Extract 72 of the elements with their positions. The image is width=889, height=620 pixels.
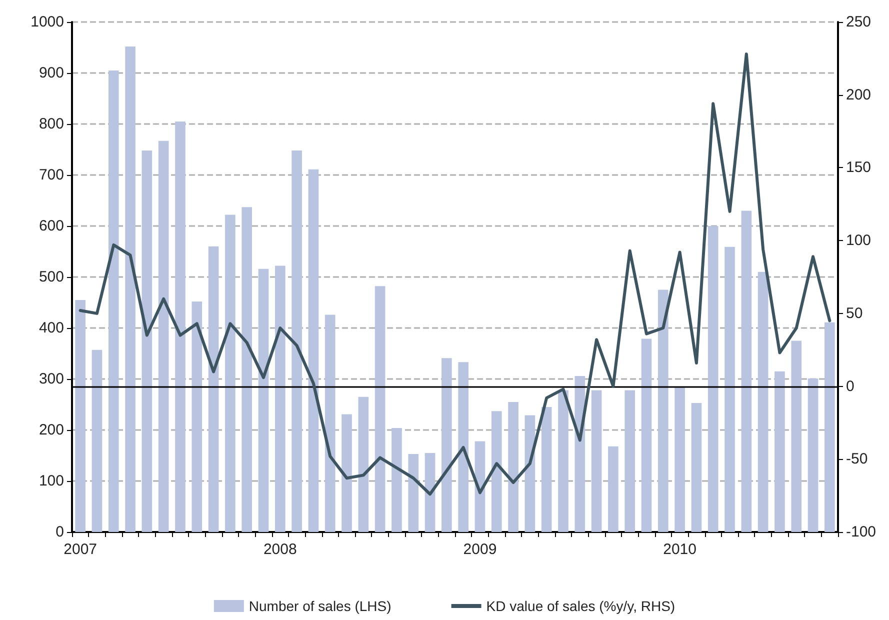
line-series xyxy=(78,52,832,496)
y-tick-label: 200 xyxy=(38,422,64,438)
bar xyxy=(392,428,402,532)
bar xyxy=(374,286,386,532)
bar xyxy=(808,378,818,532)
bar xyxy=(292,150,302,532)
bar xyxy=(708,226,718,532)
y-tick-label: 500 xyxy=(38,268,64,286)
bar xyxy=(324,314,336,532)
bar xyxy=(624,390,636,532)
y2-tick-label: 50 xyxy=(846,304,863,322)
y2-tick-label: 150 xyxy=(846,159,872,176)
bar xyxy=(491,411,502,532)
bar xyxy=(458,362,468,532)
y2-tick-label: 250 xyxy=(846,14,872,30)
bar xyxy=(424,452,436,532)
bar xyxy=(691,402,702,532)
y-tick-label: 0 xyxy=(56,524,64,540)
bar xyxy=(474,441,486,532)
legend-label: KD value of sales (%y/y, RHS) xyxy=(486,598,676,614)
bar xyxy=(342,414,352,532)
x-tick-label: 2008 xyxy=(263,541,297,558)
bar xyxy=(442,358,452,532)
bar xyxy=(791,340,802,532)
y2-tick-label: -50 xyxy=(846,450,868,468)
bar xyxy=(308,169,319,532)
y-tick-label: 700 xyxy=(38,166,64,184)
bar xyxy=(508,402,518,532)
bar xyxy=(724,246,735,532)
bar xyxy=(274,266,286,532)
y2-tick-label: 200 xyxy=(846,86,872,104)
bar xyxy=(192,301,202,532)
bar xyxy=(92,350,102,532)
bar xyxy=(208,246,219,532)
y-tick-label: 300 xyxy=(38,370,64,388)
bar xyxy=(774,371,785,532)
bar xyxy=(225,214,236,532)
bar xyxy=(574,376,586,532)
y2-tick-label: -100 xyxy=(846,524,876,540)
bar xyxy=(824,322,835,532)
x-tick-label: 2010 xyxy=(663,541,696,558)
bar xyxy=(741,210,752,532)
y-tick-label: 800 xyxy=(38,116,64,132)
bar xyxy=(75,300,86,532)
bar xyxy=(674,388,685,532)
x-tick-label: 2007 xyxy=(64,541,98,558)
bar xyxy=(242,207,252,532)
bar xyxy=(591,390,602,532)
x-tick-label: 2009 xyxy=(463,541,497,558)
y2-tick-label: 0 xyxy=(846,378,854,395)
bar xyxy=(758,272,768,532)
bar xyxy=(408,454,419,532)
bar xyxy=(258,268,269,532)
bar xyxy=(158,140,169,532)
bar xyxy=(558,390,568,532)
y-tick-label: 100 xyxy=(38,472,64,490)
legend-label: Number of sales (LHS) xyxy=(248,598,392,614)
y-tick-label: 900 xyxy=(38,64,64,82)
y2-tick-label: 100 xyxy=(846,232,872,250)
y-tick-label: 1000 xyxy=(30,14,64,30)
bar xyxy=(358,396,369,532)
bar xyxy=(524,415,536,532)
bar xyxy=(175,121,186,532)
bar xyxy=(142,150,152,532)
bar xyxy=(125,46,136,532)
bar xyxy=(641,338,652,532)
y-tick-label: 400 xyxy=(38,320,64,336)
y-tick-label: 600 xyxy=(38,218,64,234)
bar xyxy=(608,446,618,532)
bar xyxy=(108,70,119,532)
bar xyxy=(658,290,668,532)
bar xyxy=(541,407,552,532)
